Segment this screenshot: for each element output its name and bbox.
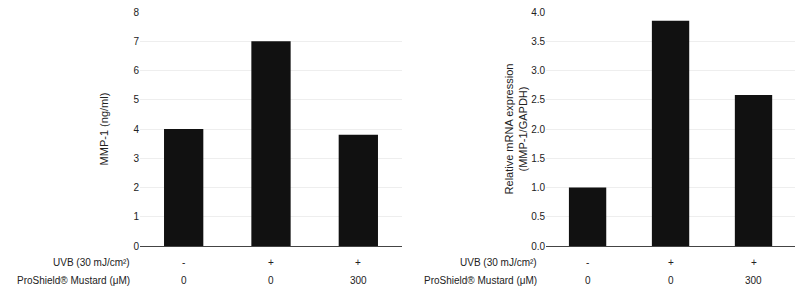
svg-text:2.0: 2.0 (531, 124, 545, 135)
svg-text:1: 1 (133, 211, 139, 222)
svg-text:1.0: 1.0 (531, 182, 545, 193)
svg-text:0: 0 (181, 275, 187, 286)
svg-text:4: 4 (133, 124, 139, 135)
svg-text:UVB (30 mJ/cm²): UVB (30 mJ/cm²) (53, 257, 130, 268)
svg-text:0.5: 0.5 (531, 211, 545, 222)
svg-text:Relative mRNA expression(MMP-1: Relative mRNA expression(MMP-1/GAPDH) (503, 64, 529, 195)
svg-text:MMP-1 (ng/ml): MMP-1 (ng/ml) (98, 93, 110, 166)
svg-text:+: + (355, 257, 361, 268)
svg-text:8: 8 (133, 7, 139, 18)
svg-text:-: - (586, 257, 589, 268)
svg-text:UVB (30 mJ/cm²): UVB (30 mJ/cm²) (460, 257, 537, 268)
svg-text:300: 300 (350, 275, 367, 286)
svg-text:ProShield® Mustard (μM): ProShield® Mustard (μM) (17, 275, 130, 286)
svg-text:3.5: 3.5 (531, 36, 545, 47)
svg-text:2: 2 (133, 182, 139, 193)
svg-text:300: 300 (745, 275, 762, 286)
svg-text:3.0: 3.0 (531, 65, 545, 76)
svg-text:+: + (668, 257, 674, 268)
svg-text:0: 0 (585, 275, 591, 286)
svg-text:+: + (751, 257, 757, 268)
svg-text:+: + (268, 257, 274, 268)
svg-text:4.0: 4.0 (531, 7, 545, 18)
svg-text:2.5: 2.5 (531, 94, 545, 105)
svg-text:0.0: 0.0 (531, 241, 545, 252)
svg-text:1.5: 1.5 (531, 153, 545, 164)
svg-text:5: 5 (133, 94, 139, 105)
svg-text:-: - (182, 257, 185, 268)
svg-text:0: 0 (268, 275, 274, 286)
svg-text:3: 3 (133, 153, 139, 164)
svg-text:0: 0 (668, 275, 674, 286)
svg-text:7: 7 (133, 36, 139, 47)
svg-text:0: 0 (133, 241, 139, 252)
svg-text:ProShield® Mustard (μM): ProShield® Mustard (μM) (424, 275, 537, 286)
svg-text:6: 6 (133, 65, 139, 76)
